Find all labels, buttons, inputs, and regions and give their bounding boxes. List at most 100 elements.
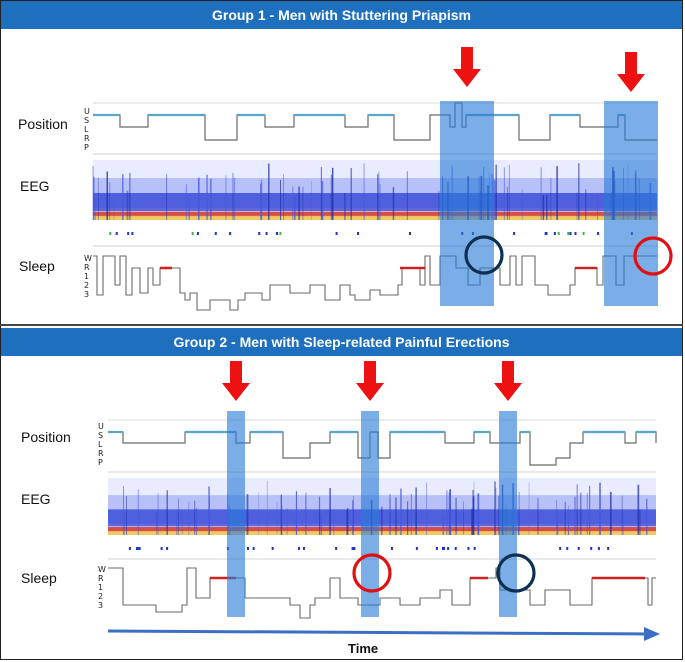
group1-eeg-delta-band	[93, 215, 657, 220]
level-l: L	[98, 440, 103, 449]
group2-event-marker	[415, 547, 418, 550]
group2-event-marker	[443, 547, 446, 550]
time-axis-arrowhead	[644, 627, 660, 641]
group1-event-marker	[265, 232, 268, 235]
group2-event-marker	[138, 547, 141, 550]
group1-event-marker	[191, 232, 194, 235]
group1-event-marker	[557, 232, 560, 235]
group1-sleep-levels: W R 1 2 3	[84, 254, 92, 299]
level-r: R	[84, 134, 90, 143]
group2-event-arrow	[222, 361, 250, 401]
group1-eeg-low-freq-band	[93, 211, 657, 217]
level-p: P	[98, 458, 103, 467]
level-w: W	[84, 254, 92, 263]
group2-sleep-label: Sleep	[21, 570, 57, 586]
group1-event-marker	[582, 232, 585, 235]
group2-event-marker	[166, 547, 169, 550]
group2-event-highlight	[499, 411, 517, 617]
group1-event-marker	[569, 232, 572, 235]
group1-event-marker	[335, 232, 338, 235]
group2-sleep-levels: W R 1 2 3	[98, 565, 106, 610]
group2-title: Group 2 - Men with Sleep-related Painful…	[1, 328, 682, 356]
group1-event-marker	[567, 232, 570, 235]
group2-event-marker	[335, 547, 338, 550]
group2-event-marker	[246, 547, 249, 550]
group2-event-marker	[135, 547, 138, 550]
level-l: L	[84, 125, 89, 134]
group1-event-marker	[196, 232, 199, 235]
group1-event-arrow	[617, 52, 645, 92]
group1-event-arrow	[453, 47, 481, 87]
group1-event-marker	[258, 232, 261, 235]
level-u: U	[98, 422, 104, 431]
group1-sleep-label: Sleep	[19, 258, 55, 274]
group2-eeg-label: EEG	[21, 491, 51, 507]
time-axis-label: Time	[348, 641, 379, 656]
group2-sleep-trace	[108, 567, 656, 619]
group2-event-marker	[297, 547, 300, 550]
group1-position-label: Position	[18, 116, 68, 132]
group2-eeg-low-freq-band	[108, 527, 656, 532]
group1-eeg-label: EEG	[20, 178, 50, 194]
group2-event-marker	[454, 547, 457, 550]
group2-annotation-circle	[352, 553, 392, 593]
group1-event-marker	[131, 232, 134, 235]
group1-event-marker	[553, 232, 556, 235]
group1-event-highlight	[440, 101, 494, 306]
group2-event-highlight	[227, 411, 245, 617]
group2-event-marker	[607, 547, 610, 550]
level-p: P	[84, 143, 89, 152]
group1-event-marker	[408, 232, 411, 235]
group2-event-marker	[137, 547, 140, 550]
group2-event-arrow	[356, 361, 384, 401]
group1-annotation-circle	[633, 236, 673, 276]
group2-event-marker	[577, 547, 580, 550]
level-2: 2	[98, 592, 104, 601]
group2-event-marker	[441, 547, 444, 550]
group2-event-arrow	[494, 361, 522, 401]
group1-event-marker	[115, 232, 118, 235]
group2-event-marker	[128, 547, 131, 550]
group2-event-marker	[160, 547, 163, 550]
group1-event-marker	[109, 232, 112, 235]
group1-position-levels: U S L R P	[84, 107, 90, 152]
level-3: 3	[98, 601, 104, 610]
group2-event-marker	[590, 547, 593, 550]
level-1: 1	[84, 272, 90, 281]
group1-annotation-circle	[464, 235, 504, 275]
group2-event-marker	[447, 547, 450, 550]
group2-event-marker	[351, 547, 354, 550]
group2-event-marker	[566, 547, 569, 550]
group1-eeg-dense-band	[93, 193, 657, 211]
group2-event-marker	[353, 547, 356, 550]
group2-event-marker	[271, 547, 274, 550]
level-r: R	[84, 263, 90, 272]
group2-event-marker	[390, 547, 393, 550]
level-r: R	[98, 449, 104, 458]
group2-event-marker	[473, 547, 476, 550]
group2-event-highlight	[361, 411, 379, 617]
level-s: S	[98, 431, 104, 440]
group2-event-marker	[252, 547, 255, 550]
group1-event-marker	[229, 232, 232, 235]
group1-event-marker	[127, 232, 130, 235]
group2-position-label: Position	[21, 429, 71, 445]
level-r: R	[98, 574, 104, 583]
level-w: W	[98, 565, 106, 574]
group1-event-marker	[357, 232, 360, 235]
group1-event-marker	[574, 232, 577, 235]
group1-event-marker	[513, 232, 516, 235]
group1-event-marker	[275, 232, 278, 235]
time-axis-line	[107, 629, 649, 636]
panel-separator	[0, 324, 683, 326]
group1-event-marker	[545, 232, 548, 235]
group1-position-trace	[93, 102, 657, 141]
group2-position-trace	[108, 431, 657, 466]
group2-eeg-delta-band	[108, 531, 656, 535]
group1-event-marker	[279, 232, 282, 235]
group2-event-marker	[435, 547, 438, 550]
group2-event-marker	[467, 547, 470, 550]
level-u: U	[84, 107, 90, 116]
